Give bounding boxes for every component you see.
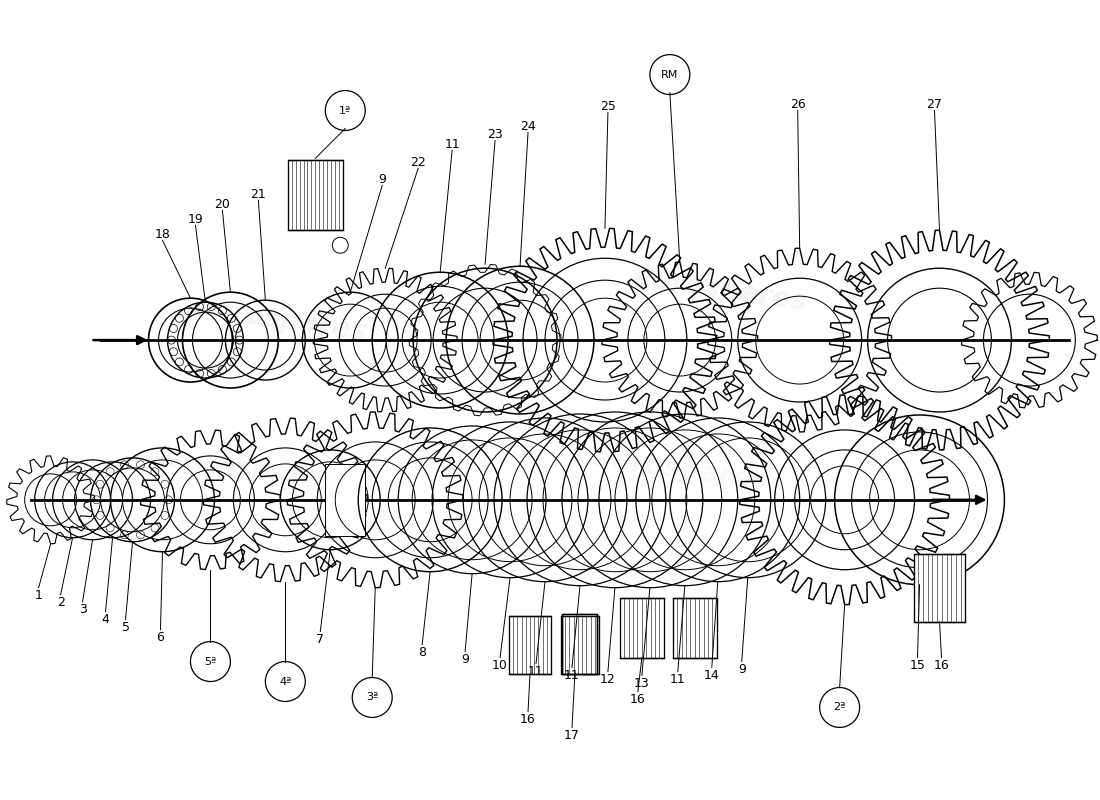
- Text: 16: 16: [520, 713, 536, 726]
- Text: 22: 22: [410, 156, 426, 169]
- Bar: [288, 161, 343, 230]
- Circle shape: [190, 642, 230, 682]
- Circle shape: [650, 54, 690, 94]
- Text: 9: 9: [378, 173, 386, 186]
- Text: eurospares: eurospares: [191, 294, 370, 346]
- Text: 6: 6: [156, 631, 164, 644]
- Text: 27: 27: [926, 98, 943, 111]
- Text: 10: 10: [492, 659, 508, 672]
- Text: 24: 24: [520, 120, 536, 133]
- Bar: [620, 598, 664, 658]
- Text: 20: 20: [214, 198, 230, 211]
- Text: 12: 12: [601, 673, 616, 686]
- Text: RM: RM: [661, 70, 679, 79]
- Text: eurospares: eurospares: [162, 444, 339, 496]
- Text: 18: 18: [155, 228, 170, 241]
- Bar: [913, 554, 966, 622]
- Text: 1ª: 1ª: [339, 106, 351, 115]
- Text: 11: 11: [564, 669, 580, 682]
- Text: 23: 23: [487, 128, 503, 141]
- Text: 1: 1: [35, 589, 43, 602]
- Text: 11: 11: [444, 138, 460, 151]
- Circle shape: [820, 687, 859, 727]
- Text: 3: 3: [79, 603, 87, 616]
- Text: 2ª: 2ª: [834, 702, 846, 713]
- Bar: [562, 614, 597, 674]
- Text: 21: 21: [251, 188, 266, 201]
- Text: 5ª: 5ª: [205, 657, 217, 666]
- Text: 8: 8: [418, 646, 426, 659]
- Text: 7: 7: [317, 633, 324, 646]
- Text: 16: 16: [934, 659, 949, 672]
- Text: 4ª: 4ª: [279, 677, 292, 686]
- Text: 19: 19: [188, 213, 204, 226]
- Text: 16: 16: [630, 693, 646, 706]
- Text: 9: 9: [461, 653, 469, 666]
- Circle shape: [352, 678, 393, 718]
- Text: 3ª: 3ª: [366, 693, 378, 702]
- Text: 5: 5: [121, 621, 130, 634]
- Circle shape: [265, 662, 306, 702]
- Text: 14: 14: [704, 669, 719, 682]
- Text: 9: 9: [738, 663, 746, 676]
- Text: 11: 11: [670, 673, 685, 686]
- Text: eurospares: eurospares: [631, 264, 808, 316]
- Text: 2: 2: [57, 596, 65, 609]
- Text: 4: 4: [101, 613, 110, 626]
- Text: 26: 26: [790, 98, 805, 111]
- Text: 25: 25: [600, 100, 616, 113]
- Text: 17: 17: [564, 729, 580, 742]
- Circle shape: [326, 90, 365, 130]
- Text: 15: 15: [910, 659, 925, 672]
- Bar: [509, 616, 551, 674]
- Bar: [561, 616, 598, 674]
- Bar: [326, 464, 365, 536]
- Text: 13: 13: [634, 677, 650, 690]
- Bar: [562, 614, 597, 674]
- Text: 11: 11: [528, 665, 543, 678]
- Bar: [673, 598, 717, 658]
- Text: eurospares: eurospares: [591, 444, 769, 496]
